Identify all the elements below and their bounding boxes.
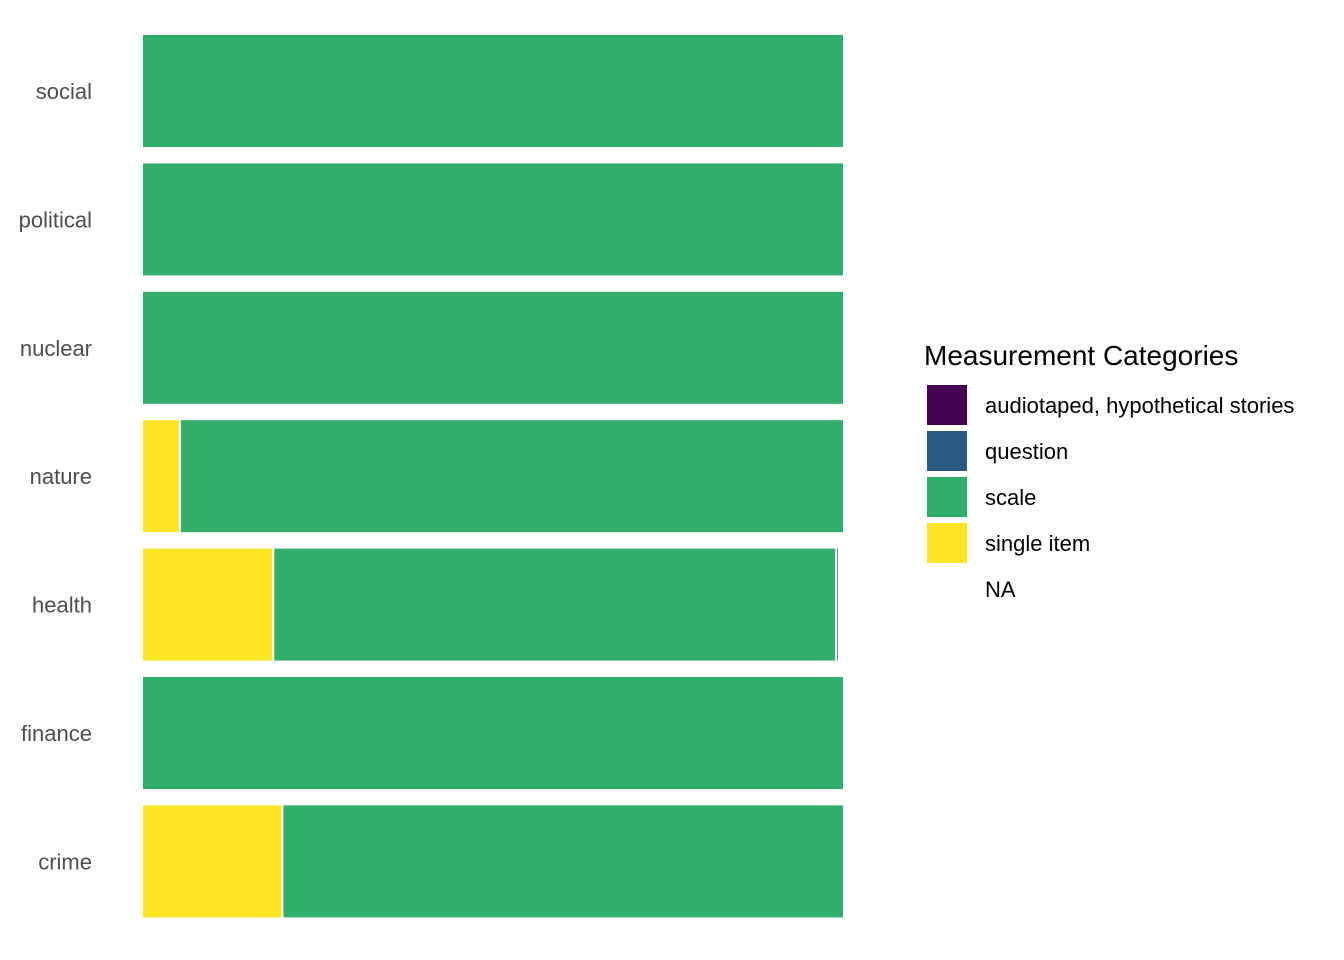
category-label-finance: finance <box>21 721 92 746</box>
category-label-social: social <box>36 79 92 104</box>
legend-label-audiotaped-hypothetical-stories: audiotaped, hypothetical stories <box>985 393 1294 418</box>
bar-segment-crime-single-item <box>141 803 284 920</box>
legend-swatch-question <box>927 431 967 471</box>
legend-label-single-item: single item <box>985 531 1090 556</box>
bar-segment-social-scale <box>141 33 845 149</box>
bar-segment-crime-scale <box>281 803 845 920</box>
bars-layer <box>141 33 845 920</box>
category-label-political: political <box>19 207 92 232</box>
bar-segment-nature-single-item <box>141 418 181 535</box>
bar-segment-health-na <box>839 546 845 663</box>
category-label-health: health <box>32 593 92 618</box>
legend-label-question: question <box>985 439 1068 464</box>
legend-swatch-scale <box>927 477 967 517</box>
category-label-nuclear: nuclear <box>20 336 92 361</box>
bar-segment-health-scale <box>272 546 838 663</box>
category-labels: social political nuclear nature health financ… <box>19 79 92 874</box>
bar-segment-health-single-item <box>141 546 275 663</box>
legend-swatch-na <box>927 569 967 609</box>
legend-swatch-single-item <box>927 523 967 563</box>
legend-title: Measurement Categories <box>924 340 1238 371</box>
legend-swatch-audiotaped-hypothetical-stories <box>927 385 967 425</box>
bar-segment-political-scale <box>141 161 845 278</box>
bar-segment-finance-scale <box>141 675 845 791</box>
legend-label-na: NA <box>985 577 1016 602</box>
legend: Measurement Categories audiotaped, hypot… <box>924 340 1294 609</box>
category-label-crime: crime <box>38 849 92 874</box>
legend-label-scale: scale <box>985 485 1036 510</box>
legend-items: audiotaped, hypothetical stories question… <box>927 385 1294 609</box>
bar-segment-nature-scale <box>178 418 845 535</box>
category-label-nature: nature <box>30 464 92 489</box>
bar-segment-nuclear-scale <box>141 289 845 406</box>
